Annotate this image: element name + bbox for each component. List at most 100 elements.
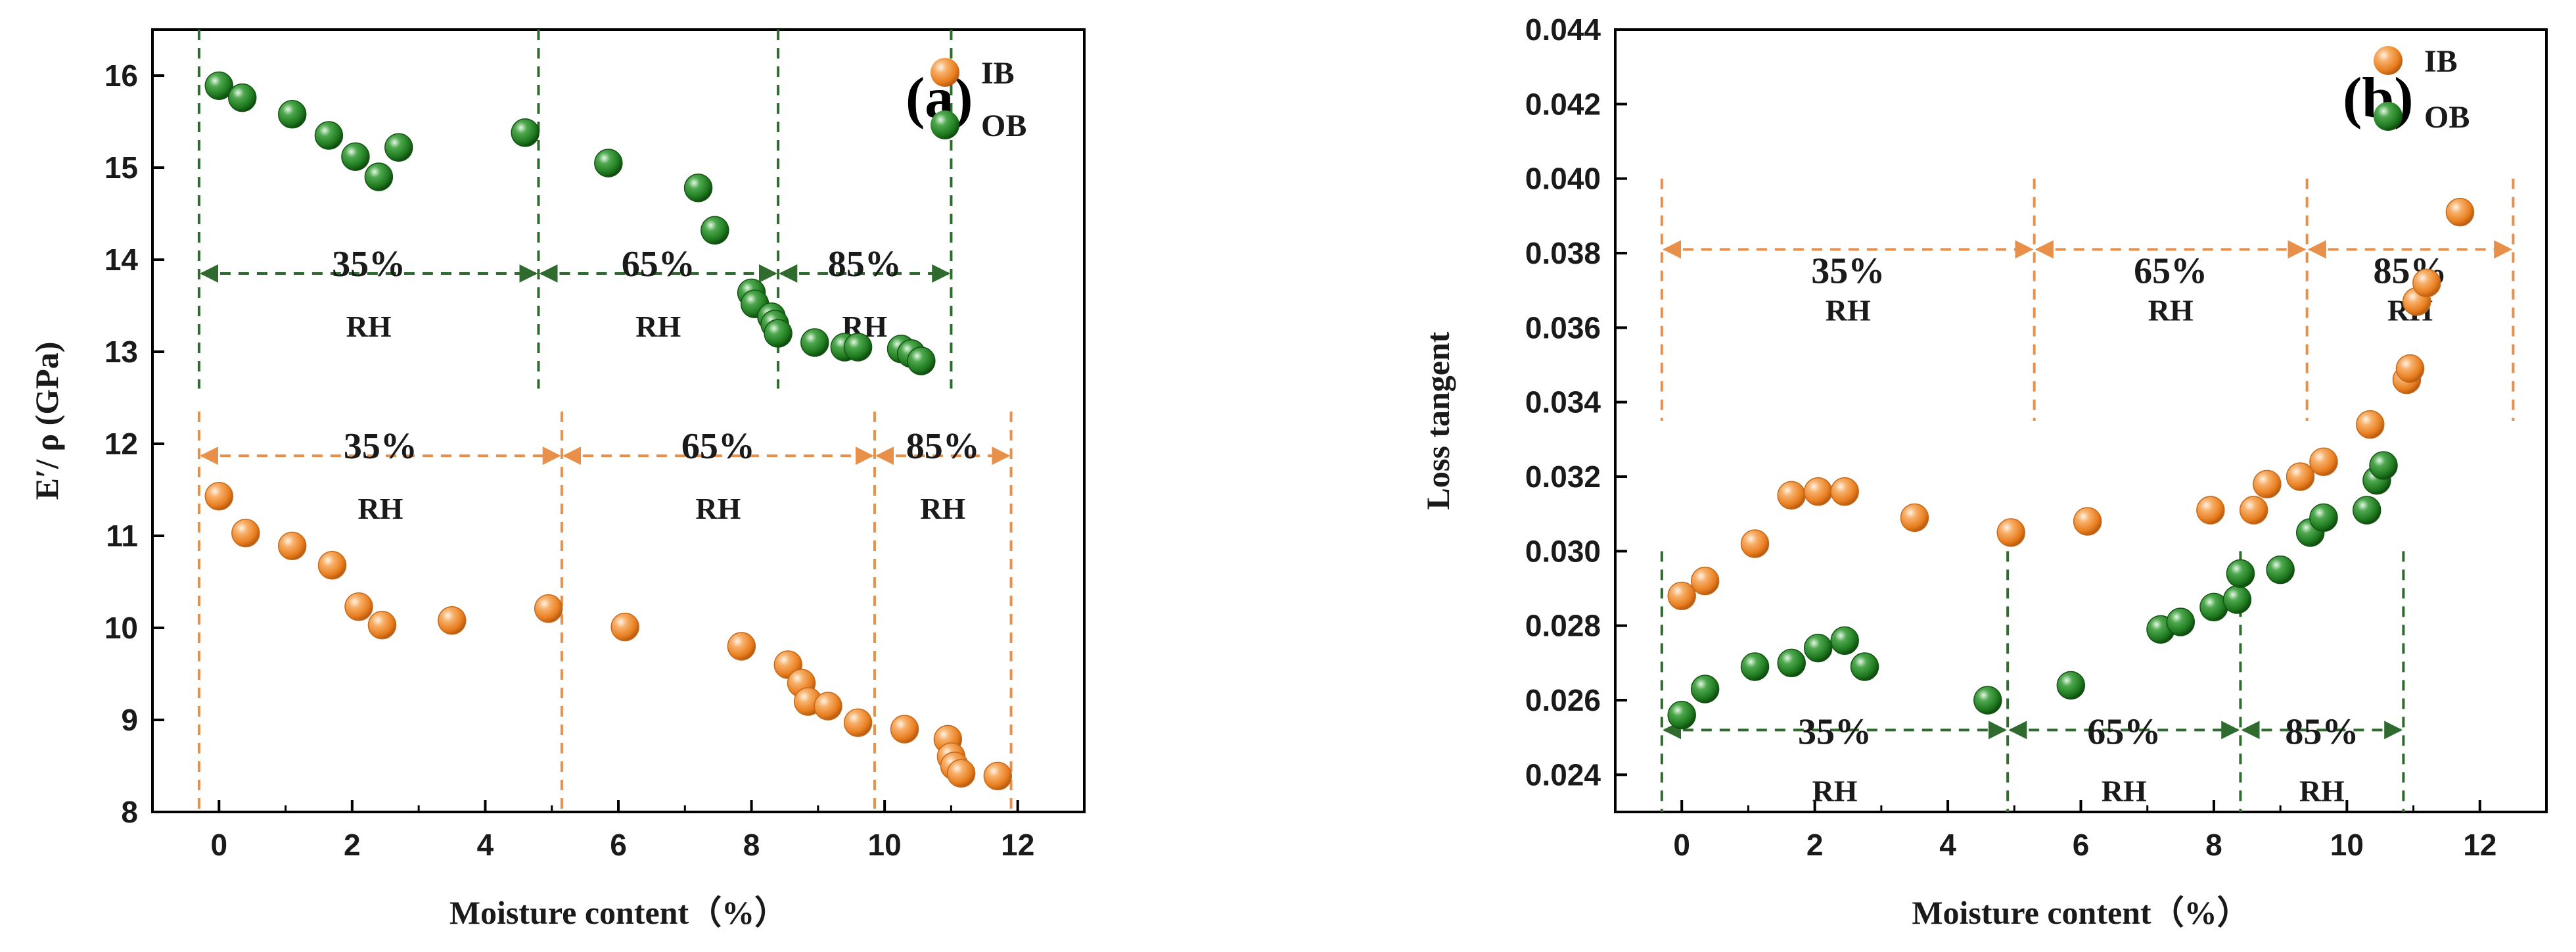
rh-percent-label: 65% [622,244,695,285]
y-tick-label: 0.036 [1525,310,1601,345]
y-tick-label: 0.044 [1525,12,1601,47]
data-point-ob [1830,626,1859,655]
rh-percent-label: 35% [332,244,405,285]
data-point-ob [384,133,413,162]
legend: IB OB [2374,44,2470,135]
data-point-ib [843,708,873,737]
rh-label: RH [2102,774,2147,807]
legend-label-ib: IB [2424,44,2458,79]
x-tick-label: 12 [2463,828,2496,862]
data-point-ob [800,328,829,357]
data-point-ib [1777,481,1806,510]
data-point-ib [317,551,347,580]
panel-a: 0 2 4 6 8 10 12 Moisture content（%） 8 9 10 11 12 13 14… [28,28,1086,931]
x-axis-title: Moisture content（%） [449,894,787,931]
y-tick-label: 10 [104,611,138,645]
rh-label: RH [346,310,392,343]
data-point-ob [1740,652,1770,681]
rh-label: RH [695,492,741,525]
rh-percent-label: 85% [906,426,980,467]
x-tick-label: 6 [610,828,627,862]
legend-marker-ib [2374,46,2403,75]
rh-percent-label: 35% [344,426,417,467]
legend-marker-ob [931,110,959,139]
data-point-ob [2222,585,2252,614]
data-point-ob [2309,503,2338,533]
rh-label: RH [2299,774,2345,807]
y-tick-label: 0.028 [1525,609,1601,643]
x-axis: 0 2 4 6 8 10 12 Moisture content（%） [210,800,1034,931]
rh-percent-label: 65% [681,426,755,467]
y-axis-title: Loss tangent [1419,331,1456,510]
rh-percent-label: 65% [2134,250,2207,291]
y-tick-label: 14 [104,243,139,277]
rh-label: RH [1826,293,1871,327]
x-tick-label: 0 [210,828,227,862]
y-tick-label: 9 [121,703,138,737]
data-point-ib [2196,496,2225,525]
data-point-ob [764,319,793,348]
y-tick-label: 0.026 [1525,683,1601,717]
y-tick-label: 0.042 [1525,87,1601,121]
data-point-ib [1690,566,1720,596]
x-tick-label: 4 [1939,828,1956,862]
data-point-ob [2056,671,2086,700]
rh-percent-label: 85% [828,244,902,285]
data-point-ib [1803,477,1833,506]
data-point-ib [2412,268,2441,298]
series-ob [1667,451,2398,730]
x-tick-label: 2 [1806,828,1824,862]
data-point-ob [1850,652,1879,681]
x-tick-label: 10 [868,828,902,862]
x-tick-label: 12 [1001,828,1034,862]
data-point-ob [907,346,936,375]
data-point-ib [814,692,842,721]
y-tick-label: 15 [104,151,138,185]
data-point-ob [1973,686,2002,715]
y-tick-label: 0.024 [1525,757,1601,792]
data-point-ib [534,594,563,623]
x-tick-label: 6 [2073,828,2090,862]
rh-label: RH [635,310,681,343]
data-point-ib [2239,496,2268,525]
data-point-ib [1996,518,2025,547]
y-tick-label: 0.034 [1525,385,1601,419]
y-tick-label: 16 [104,59,138,93]
legend-marker-ib [931,58,959,87]
data-point-ib [1740,529,1770,558]
data-point-ib [610,612,639,642]
data-point-ob [341,142,370,171]
series-ib [204,482,1013,791]
data-point-ib [1667,581,1696,611]
data-point-ob [364,162,394,191]
data-point-ob [2266,555,2295,584]
data-point-ib [438,606,467,635]
y-axis: 0.024 0.026 0.028 0.030 0.032 0.034 0.036 0.038… [1419,12,1627,792]
data-point-ob [594,149,623,178]
data-point-ob [1690,675,1720,703]
data-point-ib [2286,462,2315,491]
data-point-ib [1830,477,1859,506]
data-point-ib [727,632,756,661]
x-axis-title: Moisture content（%） [1912,894,2249,931]
x-tick-label: 0 [1673,828,1690,862]
data-point-ob [683,174,713,202]
data-point-ib [983,761,1013,791]
data-point-ib [344,592,373,621]
y-axis-title: E′/ ρ (GPa) [28,342,65,500]
data-point-ib [890,715,919,744]
y-axis: 8 9 10 11 12 13 14 15 16 E′/ ρ (GPa) [28,59,164,829]
legend-marker-ob [2374,102,2403,131]
data-point-ib [946,759,976,788]
x-tick-label: 8 [2205,828,2222,862]
rh-percent-label: 85% [2285,711,2358,752]
data-point-ib [231,519,260,548]
legend: IB OB [931,56,1026,143]
legend-label-ob: OB [2424,100,2470,135]
data-point-ob [1803,633,1833,663]
rh-percent-label: 35% [1811,250,1885,291]
plot-frame [151,28,1086,813]
